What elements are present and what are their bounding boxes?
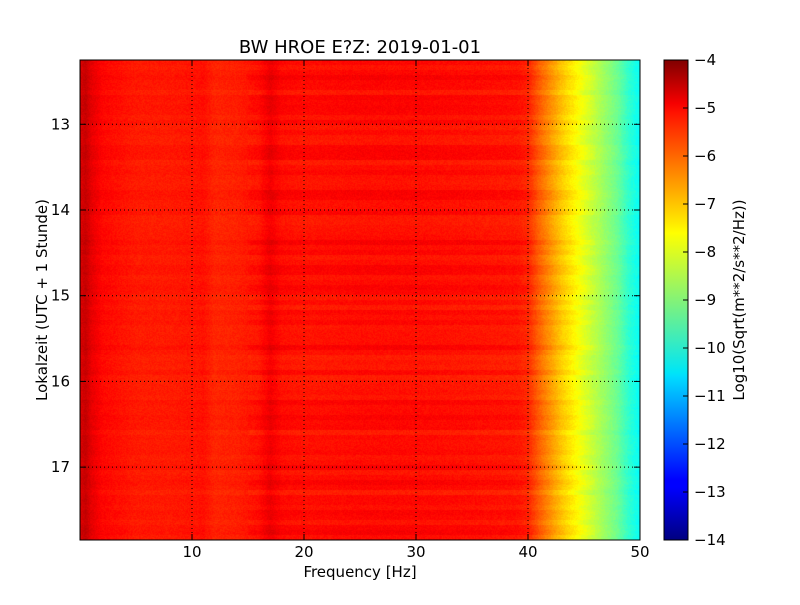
chart-title: BW HROE E?Z: 2019-01-01 xyxy=(239,37,481,58)
y-tick-label: 16 xyxy=(51,372,70,390)
y-axis-label: Lokalzeit (UTC + 1 Stunde) xyxy=(33,199,51,401)
plot-frame xyxy=(79,59,641,541)
y-tick-label: 17 xyxy=(51,458,70,476)
x-axis-ticks: 10 20 30 40 50 xyxy=(182,60,650,561)
colorbar-ticks: −4 −5 −6 −7 −8 −9 −10 −11 −12 −13 −14 xyxy=(683,51,726,549)
x-tick-label: 50 xyxy=(630,543,649,561)
colorbar-tick-label: −13 xyxy=(694,483,726,501)
spectrogram-heatmap xyxy=(80,60,640,540)
colorbar-tick-label: −11 xyxy=(694,387,726,405)
x-tick-label: 40 xyxy=(518,543,537,561)
y-tick-label: 15 xyxy=(51,287,70,305)
colorbar-tick-label: −6 xyxy=(694,147,716,165)
x-tick-label: 20 xyxy=(294,543,313,561)
colorbar-tick-label: −12 xyxy=(694,435,726,453)
colorbar-tick-label: −9 xyxy=(694,291,716,309)
y-axis-ticks: 13 14 15 16 17 xyxy=(51,115,640,476)
y-tick-label: 13 xyxy=(51,115,70,133)
colorbar-tick-label: −7 xyxy=(694,195,716,213)
colorbar-tick-label: −5 xyxy=(694,99,716,117)
colorbar-tick-label: −8 xyxy=(694,243,716,261)
x-tick-label: 30 xyxy=(406,543,425,561)
y-tick-label: 14 xyxy=(51,201,70,219)
colorbar-tick-label: −10 xyxy=(694,339,726,357)
x-tick-label: 10 xyxy=(182,543,201,561)
colorbar-tick-label: −4 xyxy=(694,51,716,69)
grid-lines xyxy=(80,60,640,540)
x-axis-label: Frequency [Hz] xyxy=(303,563,416,581)
colorbar-label: Log10(Sqrt(m**2/s**2/Hz)) xyxy=(730,199,748,400)
colorbar-tick-label: −14 xyxy=(694,531,726,549)
